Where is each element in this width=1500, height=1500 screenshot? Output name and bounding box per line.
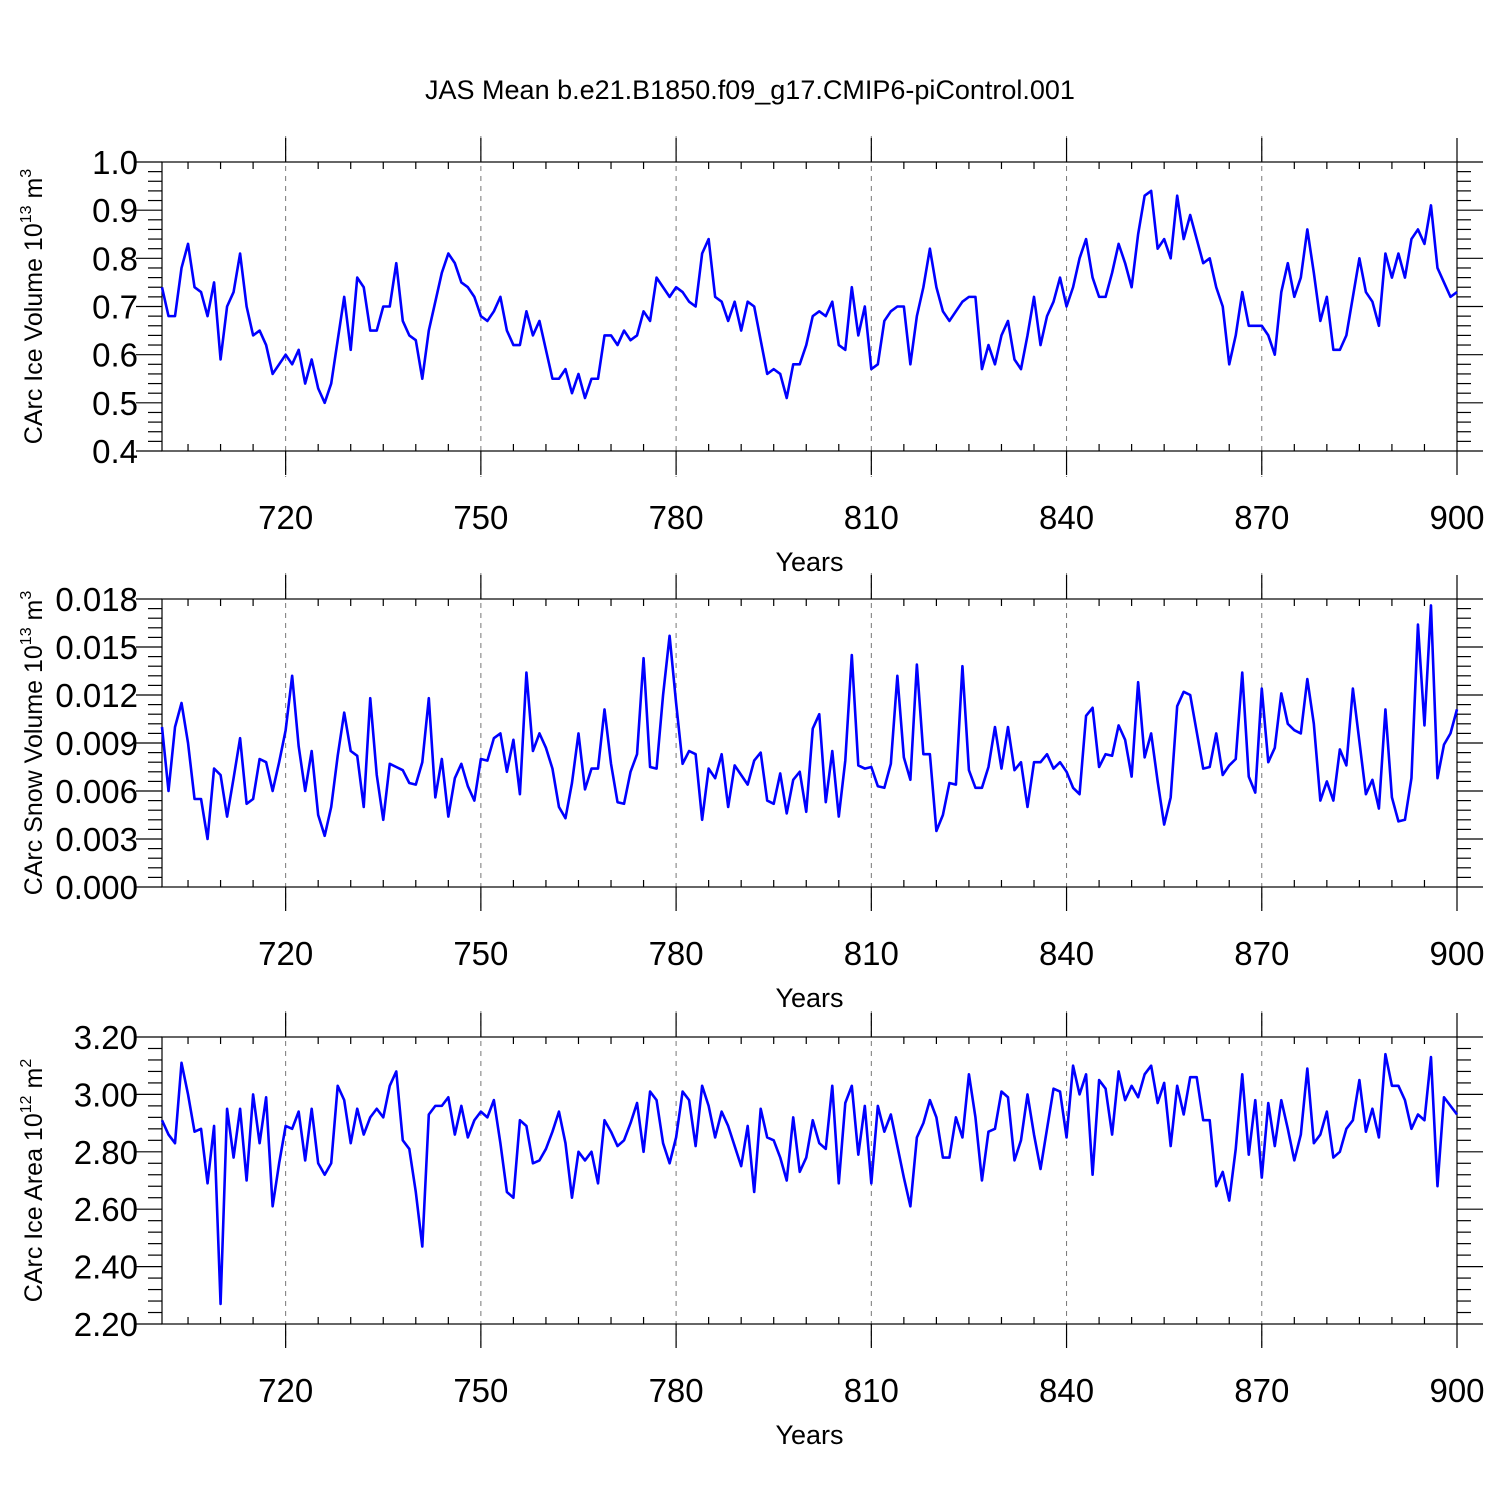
x-tick-label: 840 — [1039, 499, 1094, 536]
x-tick-label: 810 — [844, 499, 899, 536]
plot-frame — [161, 161, 1458, 452]
chart-title: JAS Mean b.e21.B1850.f09_g17.CMIP6-piCon… — [425, 75, 1075, 105]
x-tick-label: 810 — [844, 935, 899, 972]
x-tick-label: 750 — [453, 935, 508, 972]
y-tick-label: 0.9 — [92, 192, 138, 229]
x-tick-label: 780 — [649, 935, 704, 972]
y-tick-label: 0.015 — [55, 629, 138, 666]
y-tick-label: 0.012 — [55, 677, 138, 714]
x-tick-label: 900 — [1429, 499, 1484, 536]
y-axis-label: CArc Ice Volume 1013 m3 — [18, 169, 48, 445]
y-axis-label: CArc Ice Area 1012 m2 — [18, 1059, 48, 1303]
panel-ice-volume: 720 750 780 810 840 870 900 0.4 0.5 0.6 0.7 0.8 0.9 1… — [18, 136, 1485, 577]
y-tick-label: 0.003 — [55, 821, 138, 858]
y-axis-label: CArc Snow Volume 1013 m3 — [18, 591, 48, 896]
x-tick-label: 750 — [453, 1372, 508, 1409]
y-tick-label: 2.80 — [74, 1134, 138, 1171]
x-tick-label: 840 — [1039, 935, 1094, 972]
panel-ice-area: 720 750 780 810 840 870 900 2.20 2.40 2.60 2.80 3.0… — [18, 1011, 1485, 1450]
x-axis-label: Years — [775, 547, 843, 577]
plot-frame — [161, 1036, 1458, 1325]
y-tick-label: 2.60 — [74, 1191, 138, 1228]
y-tick-label: 0.009 — [55, 725, 138, 762]
panels: 720 750 780 810 840 870 900 0.4 0.5 0.6 0.7 0.8 0.9 1… — [18, 136, 1485, 1450]
x-tick-label: 900 — [1429, 1372, 1484, 1409]
x-tick-label: 780 — [649, 499, 704, 536]
x-axis-label: Years — [775, 1420, 843, 1450]
x-axis-label: Years — [775, 983, 843, 1013]
x-tick-label: 720 — [258, 499, 313, 536]
y-tick-label: 0.000 — [55, 869, 138, 906]
y-tick-label: 3.20 — [74, 1019, 138, 1056]
series-line-snow-volume — [160, 604, 1459, 841]
x-tick-label: 720 — [258, 1372, 313, 1409]
y-tick-label: 1.0 — [92, 144, 138, 181]
x-tick-label: 870 — [1234, 1372, 1289, 1409]
y-tick-label: 0.018 — [55, 581, 138, 618]
y-tick-label: 2.40 — [74, 1249, 138, 1286]
y-tick-label: 0.7 — [92, 289, 138, 326]
x-tick-label: 870 — [1234, 499, 1289, 536]
panel-snow-volume: 720 750 780 810 840 870 900 0.000 0.003 0.006 0.00… — [18, 573, 1485, 1013]
x-tick-label: 720 — [258, 935, 313, 972]
series-line-ice-area — [160, 1052, 1459, 1306]
x-tick-label: 870 — [1234, 935, 1289, 972]
x-tick-label: 750 — [453, 499, 508, 536]
y-tick-label: 0.4 — [92, 433, 138, 470]
y-tick-label: 3.00 — [74, 1076, 138, 1113]
y-tick-label: 0.006 — [55, 773, 138, 810]
x-tick-label: 840 — [1039, 1372, 1094, 1409]
x-tick-label: 900 — [1429, 935, 1484, 972]
y-tick-label: 2.20 — [74, 1306, 138, 1343]
series-line-ice-volume — [160, 189, 1458, 405]
y-tick-label: 0.5 — [92, 385, 138, 422]
x-tick-label: 810 — [844, 1372, 899, 1409]
x-tick-label: 780 — [649, 1372, 704, 1409]
y-tick-label: 0.8 — [92, 240, 138, 277]
y-tick-label: 0.6 — [92, 337, 138, 374]
plot-frame — [161, 598, 1458, 888]
